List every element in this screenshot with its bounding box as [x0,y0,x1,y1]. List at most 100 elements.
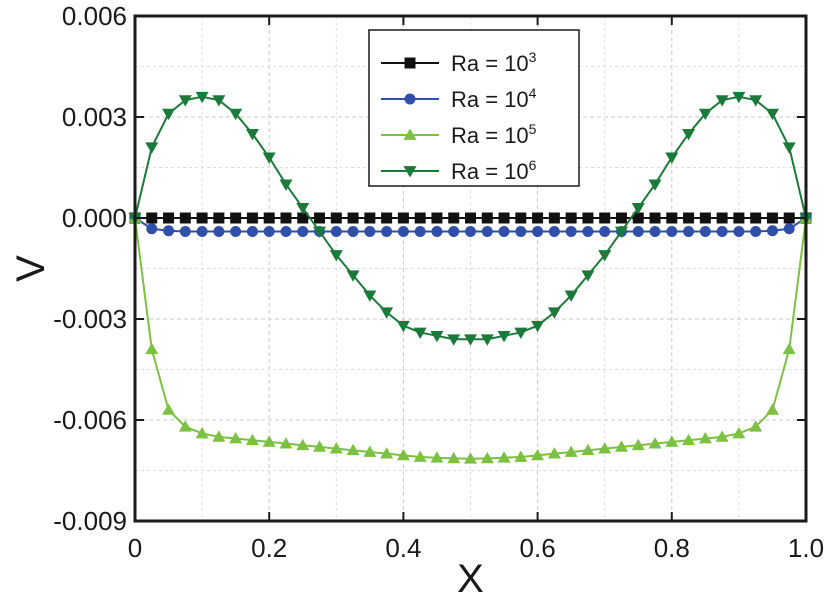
data-point [480,451,494,464]
data-point [296,438,310,451]
data-point [179,225,191,237]
data-point [648,179,662,191]
data-point [363,290,377,302]
data-point [263,212,275,224]
legend-item-6: Ra = 106 [381,157,537,184]
data-point [146,223,158,235]
data-point [582,212,594,224]
data-point [648,437,662,449]
data-point [430,330,444,343]
axis-ticks: 0 0.2 0.4 0.6 0.8 1.0 -0.009 -0.006 -0.003 0.000 0… [53,1,824,563]
data-point [329,442,343,454]
data-point [296,203,310,215]
data-point [431,225,443,237]
legend-label: Ra = 103 [451,49,537,76]
data-point [145,142,159,154]
data-point [347,225,359,237]
data-point [765,108,779,121]
data-point [682,433,696,446]
data-point [732,91,746,104]
data-point [363,445,377,457]
data-point [364,212,376,224]
data-point [532,225,544,237]
legend-item-5: Ra = 105 [381,121,537,148]
legend-label-exponent: 6 [529,157,537,173]
data-point [514,327,528,339]
data-point [397,225,409,237]
data-point [716,212,728,224]
data-point [632,225,644,237]
legend-marker [404,57,416,69]
data-point [782,342,796,355]
data-point [163,225,175,237]
data-point [178,420,192,432]
data-point [548,212,560,224]
data-point [230,225,242,237]
data-point [783,212,795,224]
data-point [314,212,326,224]
data-point [229,108,243,121]
data-point [782,142,796,154]
data-point [347,212,359,224]
series-5 [128,211,813,464]
data-point [715,430,729,442]
data-point [481,212,493,224]
data-point [599,225,611,237]
data-point [448,212,460,224]
data-point [497,330,511,343]
x-tick-label: 0.4 [385,533,421,563]
data-point [213,225,225,237]
data-point [564,290,578,302]
data-point [431,212,443,224]
data-point [381,212,393,224]
data-point [699,225,711,237]
data-point [531,448,545,461]
data-point [581,270,595,282]
data-point [262,435,276,447]
data-point [631,438,645,451]
data-point [245,433,259,446]
data-point [749,420,763,432]
data-point [380,447,394,459]
data-point [547,307,561,319]
y-tick-label: -0.006 [53,405,127,435]
data-point [297,225,309,237]
data-point [498,212,510,224]
data-point [364,225,376,237]
data-point [447,451,461,464]
data-point [195,91,209,104]
data-point [515,212,527,224]
legend-marker [403,166,417,178]
data-point [245,128,259,141]
series-3 [129,212,812,224]
data-point [666,225,678,237]
data-point [465,225,476,237]
data-point [413,450,427,462]
legend-label: Ra = 104 [451,85,537,112]
data-point [682,128,696,141]
data-point [699,212,711,224]
data-point [464,452,477,464]
data-point [381,225,393,237]
data-point [649,212,661,224]
data-point [279,179,293,191]
data-point [598,442,612,454]
data-point [765,403,779,415]
data-point [783,223,795,235]
data-point [448,225,460,237]
data-point [531,320,545,333]
data-point [665,435,679,447]
data-point [666,212,678,224]
data-point [565,212,577,224]
data-point [665,152,679,164]
x-tick-label: 1.0 [788,533,824,563]
legend: Ra = 103 Ra = 104 Ra = 105 Ra = 106 [368,29,580,187]
data-point [413,327,427,339]
legend-box [368,29,580,187]
legend-marker [404,93,416,105]
data-point [564,445,578,457]
x-tick-label: 0.2 [251,533,287,563]
x-tick-label: 0.6 [520,533,556,563]
data-point [749,95,763,107]
data-point [715,95,729,107]
